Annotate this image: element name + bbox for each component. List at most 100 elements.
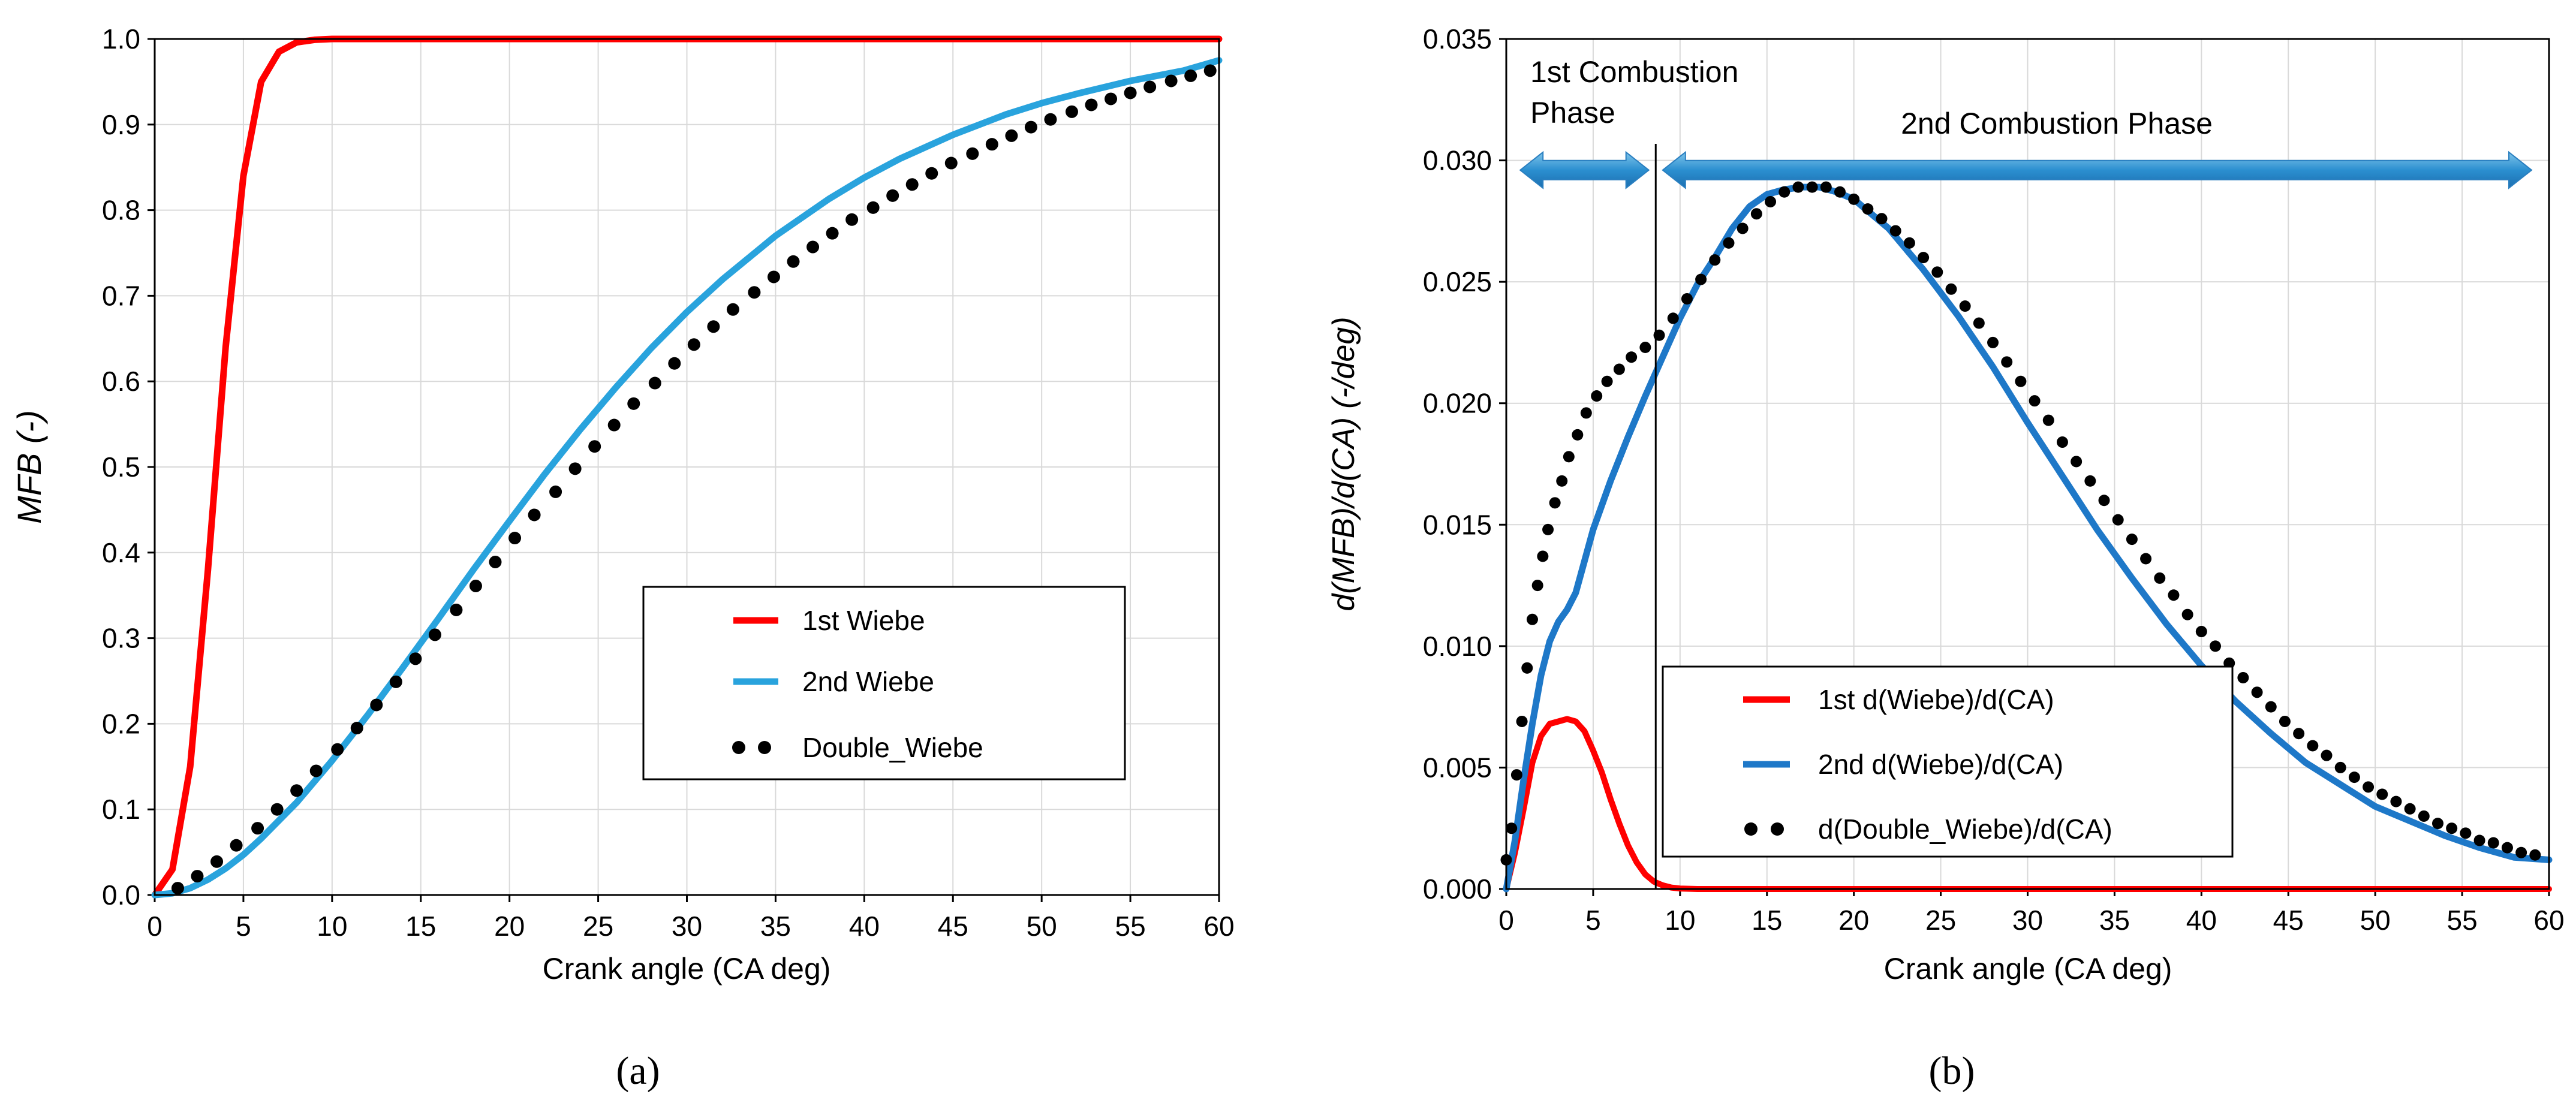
data-point	[687, 338, 700, 351]
data-point	[1889, 225, 1901, 237]
data-point	[409, 652, 422, 665]
data-point	[389, 675, 402, 688]
data-point	[787, 255, 800, 268]
legend-label-2nd-dwiebe: 2nd d(Wiebe)/d(CA)	[1818, 749, 2063, 780]
x-tick-label: 0	[1498, 905, 1514, 936]
data-point	[1572, 429, 1584, 441]
y-tick-labels: 0.0 0.1 0.2 0.3 0.4 0.5 0.6 0.7 0.8 0.9 1.0	[102, 23, 140, 911]
x-axis-title: Crank angle (CA deg)	[1884, 952, 2172, 986]
legend-label-1st-dwiebe: 1st d(Wiebe)/d(CA)	[1818, 684, 2054, 715]
data-point	[1613, 363, 1625, 375]
x-tick-label: 0	[147, 911, 162, 942]
data-point	[845, 213, 859, 226]
data-point	[1918, 252, 1930, 264]
data-point	[1506, 822, 1518, 834]
x-tick-label: 60	[1203, 911, 1234, 942]
series-double-wiebe	[171, 64, 1217, 895]
data-point	[1834, 186, 1846, 198]
data-point	[985, 138, 998, 151]
x-tick-label: 20	[494, 911, 525, 942]
legend-box	[642, 586, 1126, 780]
legend-swatch-double-dwiebe	[1771, 822, 1784, 836]
data-point	[489, 556, 502, 569]
x-tick-label: 5	[1585, 905, 1601, 936]
data-point	[1510, 769, 1522, 781]
data-point	[2084, 475, 2096, 487]
data-point	[2042, 414, 2054, 426]
data-point	[2432, 818, 2444, 830]
panel-label-a: (a)	[616, 1049, 660, 1093]
y-tick-label: 0.010	[1423, 631, 1492, 662]
data-point	[370, 698, 383, 712]
phase1-label-line2: Phase	[1530, 96, 1615, 129]
x-tick-label: 25	[1925, 905, 1956, 936]
data-point	[588, 440, 601, 453]
series-2nd-wiebe	[151, 57, 1223, 899]
data-point	[1044, 113, 1057, 126]
x-tick-label: 45	[2273, 905, 2304, 936]
data-point	[528, 508, 541, 522]
data-point	[1848, 193, 1860, 205]
data-point	[2376, 788, 2388, 800]
data-point	[2515, 846, 2527, 858]
x-tick-label: 10	[317, 911, 347, 942]
y-tick-label: 0.015	[1423, 509, 1492, 540]
data-point	[1876, 213, 1888, 225]
data-point	[826, 227, 839, 240]
y-tick-labels: 0.000 0.005 0.010 0.015 0.020 0.025 0.030 0.035	[1423, 23, 1492, 905]
data-point	[450, 603, 463, 616]
x-tick-label: 20	[1838, 905, 1869, 936]
legend: 1st Wiebe 2nd Wiebe Double_Wiebe	[642, 586, 1126, 780]
data-point	[1626, 351, 1638, 363]
data-point	[2321, 749, 2333, 761]
data-point	[1765, 195, 1777, 207]
x-tick-label: 15	[405, 911, 436, 942]
panel-label-b: (b)	[1929, 1049, 1975, 1093]
data-point	[1521, 662, 1533, 674]
data-point	[966, 147, 979, 160]
x-tick-label: 10	[1665, 905, 1695, 936]
data-point	[748, 286, 761, 299]
data-point	[1526, 613, 1538, 625]
data-point	[2293, 728, 2305, 740]
data-point	[2195, 626, 2207, 638]
data-point	[2168, 589, 2180, 601]
legend-label-double-dwiebe: d(Double_Wiebe)/d(CA)	[1818, 813, 2112, 845]
data-point	[2529, 849, 2541, 861]
x-tick-labels: 0 5 10 15 20 25 30 35 40 45 50 55 60	[147, 911, 1234, 942]
data-point	[707, 320, 720, 333]
data-point	[2210, 640, 2222, 652]
data-point	[2154, 572, 2166, 584]
data-point	[668, 357, 681, 370]
data-point	[1143, 80, 1157, 94]
legend-label-double-wiebe: Double_Wiebe	[802, 732, 983, 763]
data-point	[1591, 390, 1603, 402]
y-tick-label: 0.000	[1423, 873, 1492, 905]
data-point	[2265, 701, 2277, 713]
data-point	[648, 376, 661, 390]
legend: 1st d(Wiebe)/d(CA) 2nd d(Wiebe)/d(CA) d(…	[1662, 665, 2234, 858]
data-point	[1531, 580, 1543, 592]
x-axis-title: Crank angle (CA deg)	[543, 952, 831, 986]
data-point	[1973, 317, 1985, 329]
data-point	[1124, 86, 1137, 100]
data-point	[1723, 237, 1735, 249]
data-point	[2112, 514, 2124, 526]
data-point	[2279, 715, 2291, 727]
data-point	[1959, 300, 1971, 312]
y-tick-label: 0.7	[102, 280, 140, 311]
x-tick-label: 40	[849, 911, 880, 942]
data-point	[1806, 181, 1818, 193]
phase2-label: 2nd Combustion Phase	[1901, 107, 2213, 140]
series-d-double-wiebe-d-ca	[1500, 181, 2541, 866]
data-point	[2001, 356, 2013, 368]
plot-frame	[154, 38, 1220, 896]
data-point	[1563, 451, 1575, 463]
data-point	[2446, 822, 2458, 834]
data-point	[2098, 495, 2110, 507]
x-tick-label: 45	[938, 911, 968, 942]
data-point	[290, 784, 303, 797]
data-point	[2071, 456, 2083, 468]
data-point	[1203, 64, 1217, 77]
data-point	[806, 240, 820, 254]
